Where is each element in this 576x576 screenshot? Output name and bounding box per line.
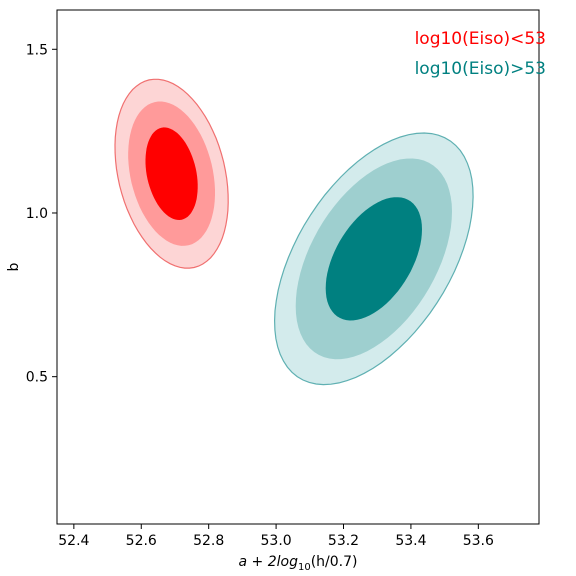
x-axis-label-main: a + 2log (239, 554, 299, 570)
axes-frame (56, 9, 540, 525)
plot-frame (56, 9, 540, 525)
x-tick-label: 53.4 (395, 533, 426, 549)
x-axis-label-subscript: 10 (298, 562, 311, 573)
x-tick-label: 52.6 (126, 533, 157, 549)
y-axis-label: b (6, 262, 22, 271)
y-tick-label: 1.0 (26, 206, 48, 222)
x-tick-label: 53.0 (261, 533, 292, 549)
contour-group-0 (114, 78, 229, 269)
y-tick-label: 1.5 (26, 42, 48, 58)
x-tick-label: 52.8 (193, 533, 224, 549)
contour-group-1 (273, 132, 474, 386)
axis-ticks: 52.4 52.6 52.8 53.0 53.2 53.4 53.6 0.5 1.0 1.5 (26, 42, 494, 549)
legend-entry-high-eiso: log10(Eiso)>53 (415, 59, 546, 79)
legend: log10(Eiso)<53 log10(Eiso)>53 (415, 29, 546, 79)
contour-level-0-2 (145, 127, 198, 220)
legend-entry-low-eiso: log10(Eiso)<53 (415, 29, 546, 49)
plot-area (114, 78, 474, 386)
x-tick-label: 53.6 (463, 533, 494, 549)
x-tick-label: 53.2 (328, 533, 359, 549)
svg-text:a + 2log10(h/0.7): a + 2log10(h/0.7) (239, 554, 358, 573)
x-tick-label: 52.4 (58, 533, 89, 549)
contour-level-1-2 (325, 197, 422, 321)
x-axis-label: a + 2log10(h/0.7) (239, 554, 358, 573)
x-axis-label-tail: (h/0.7) (311, 554, 358, 570)
y-tick-label: 0.5 (26, 370, 48, 386)
